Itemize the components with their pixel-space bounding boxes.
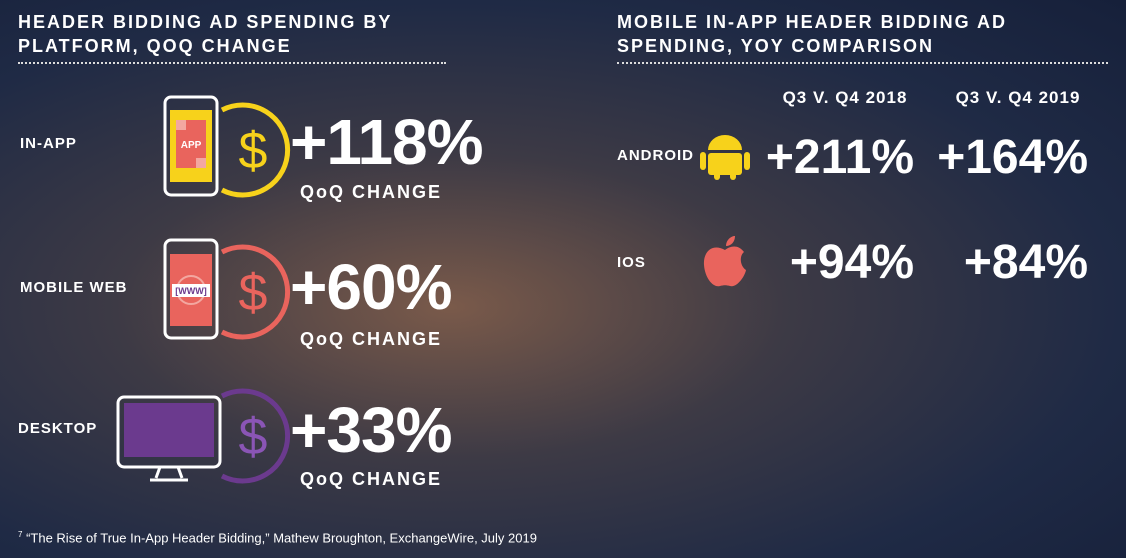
divider [18,62,446,64]
android-icon [700,135,750,180]
icon-text: APP [181,140,202,151]
footnote-marker: 7 [18,530,23,539]
row-label: MOBILE WEB [20,279,128,296]
row-label: ANDROID [617,147,694,164]
desktop-icon: $ [116,388,291,484]
svg-text:$: $ [239,122,268,180]
icon-text: [WWW] [175,286,206,296]
footnote: 7 “The Rise of True In-App Header Biddin… [18,530,537,545]
left-title: HEADER BIDDING AD SPENDING BY PLATFORM, … [18,12,393,56]
column-header: Q3 V. Q4 2018 [782,88,908,107]
stat-value: +60% [290,251,452,323]
stat-value: +33% [290,394,452,466]
row-label: DESKTOP [18,420,98,437]
stat-caption: QoQ CHANGE [300,329,443,349]
row-label: IN-APP [20,135,77,152]
column-header: Q3 V. Q4 2019 [955,88,1081,107]
phone-web-icon: [WWW] $ [163,238,291,340]
stat-value: +94% [789,236,914,289]
svg-text:$: $ [239,264,268,322]
stat-value: +211% [765,131,914,184]
footnote-text: “The Rise of True In-App Header Bidding,… [26,530,537,546]
phone-app-icon: APP $ [163,95,291,198]
right-title: MOBILE IN-APP HEADER BIDDING AD SPENDING… [617,12,1008,56]
apple-icon [703,236,746,287]
stat-value: +84% [963,236,1088,289]
stat-value: +164% [937,131,1088,184]
svg-text:$: $ [239,408,268,466]
stat-caption: QoQ CHANGE [300,182,443,202]
row-label: IOS [617,254,646,271]
divider [617,62,1108,64]
stat-value: +118% [290,106,484,178]
stat-caption: QoQ CHANGE [300,469,443,489]
